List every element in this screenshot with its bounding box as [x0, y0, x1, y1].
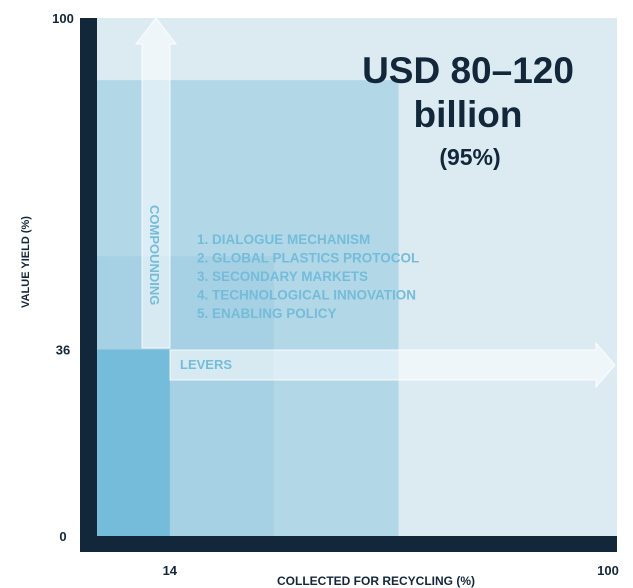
y-axis-title: VALUE YIELD (%): [20, 216, 32, 308]
x-axis-title: COLLECTED FOR RECYCLING (%): [277, 574, 475, 588]
x-tick-label: 14: [163, 563, 178, 578]
compounding-label: COMPOUNDING: [147, 205, 162, 305]
headline-line-1: USD 80–120: [362, 50, 574, 91]
headline-share: (95%): [439, 144, 500, 170]
y-tick-label: 36: [56, 343, 70, 358]
lever-item: 4. TECHNOLOGICAL INNOVATION: [197, 288, 416, 303]
levers-arrow: [169, 341, 616, 389]
y-tick-label: 100: [52, 11, 74, 26]
y-axis-line: [80, 18, 97, 552]
region-3: [97, 349, 170, 536]
lever-list: 1. DIALOGUE MECHANISM 2. GLOBAL PLASTICS …: [197, 232, 419, 321]
y-tick-label: 0: [59, 529, 66, 544]
lever-item: 1. DIALOGUE MECHANISM: [197, 232, 370, 247]
lever-item: 5. ENABLING POLICY: [197, 306, 337, 321]
x-ticks: 14 100: [163, 563, 619, 578]
lever-item: 3. SECONDARY MARKETS: [197, 269, 368, 284]
lever-item: 2. GLOBAL PLASTICS PROTOCOL: [197, 251, 419, 266]
levers-label: LEVERS: [180, 357, 232, 372]
headline-line-2: billion: [414, 94, 523, 135]
x-axis-line: [80, 536, 617, 552]
y-ticks: 0 36 100: [52, 11, 74, 544]
compounding-arrow: [134, 17, 178, 349]
x-tick-label: 100: [597, 563, 619, 578]
